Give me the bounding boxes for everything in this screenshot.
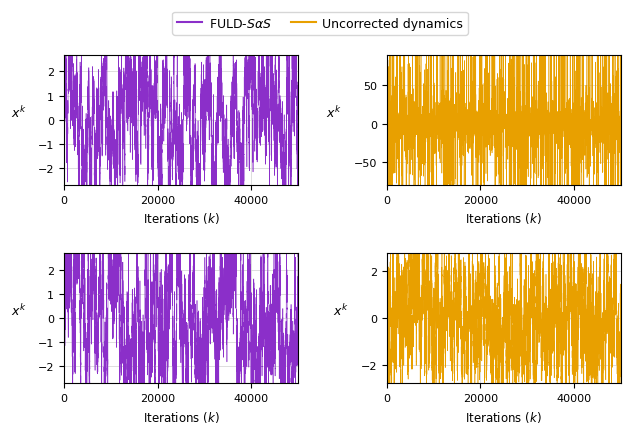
Y-axis label: $x^k$: $x^k$ bbox=[326, 105, 342, 121]
X-axis label: Iterations $(k)$: Iterations $(k)$ bbox=[143, 409, 220, 423]
X-axis label: Iterations $(k)$: Iterations $(k)$ bbox=[143, 211, 220, 226]
Legend: FULD-$S\alpha S$, Uncorrected dynamics: FULD-$S\alpha S$, Uncorrected dynamics bbox=[172, 13, 468, 36]
Y-axis label: $x^k$: $x^k$ bbox=[333, 302, 349, 318]
Y-axis label: $x^k$: $x^k$ bbox=[10, 302, 26, 318]
Y-axis label: $x^k$: $x^k$ bbox=[10, 105, 26, 121]
X-axis label: Iterations $(k)$: Iterations $(k)$ bbox=[465, 211, 542, 226]
X-axis label: Iterations $(k)$: Iterations $(k)$ bbox=[465, 409, 542, 423]
